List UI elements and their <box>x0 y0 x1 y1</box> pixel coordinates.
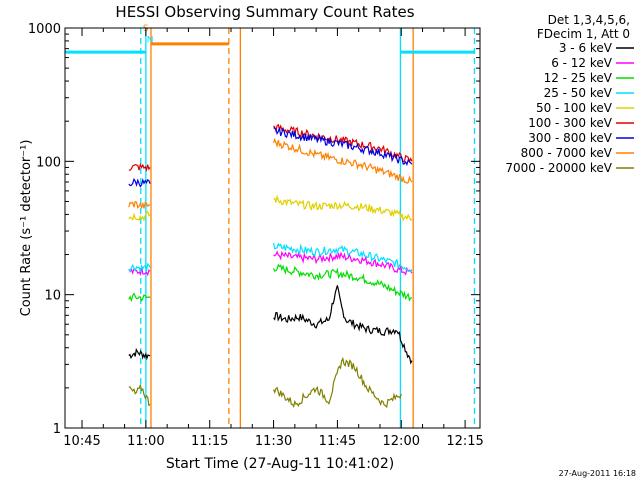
series-line <box>128 200 151 209</box>
legend-label: 3 - 6 keV <box>559 41 613 55</box>
series-line <box>273 127 413 167</box>
series-line <box>273 250 413 276</box>
series-3-6-kev <box>128 285 413 365</box>
series-line <box>273 194 413 222</box>
chart-title: HESSI Observing Summary Count Rates <box>115 3 414 21</box>
series-line <box>273 263 413 302</box>
series-800-7000-kev <box>128 42 413 209</box>
legend-label: 300 - 800 keV <box>528 131 612 145</box>
y-tick-label: 10 <box>44 289 61 304</box>
series-line <box>128 383 151 407</box>
plot-frame <box>64 27 481 429</box>
x-tick-label: 11:00 <box>127 434 164 449</box>
legend-label: 6 - 12 keV <box>551 56 613 70</box>
series-100-300-kev <box>128 123 413 173</box>
series-line <box>273 242 413 273</box>
x-tick-label: 12:00 <box>383 434 420 449</box>
x-tick-label: 10:45 <box>63 434 100 449</box>
series-6-12-kev <box>128 250 413 277</box>
series-line <box>128 292 151 303</box>
legend-label: 800 - 7000 keV <box>521 146 613 160</box>
series-line <box>273 123 413 164</box>
series-25-50-kev <box>65 50 475 273</box>
vertical-markers <box>140 28 476 428</box>
legend-label: 12 - 25 keV <box>544 71 613 85</box>
y-axis-label: Count Rate (s⁻¹ detector⁻¹) <box>19 140 34 317</box>
legend-header: Det 1,3,4,5,6, <box>548 13 630 27</box>
x-tick-label: 11:15 <box>191 434 228 449</box>
series-line <box>273 285 413 365</box>
series-line <box>128 177 151 188</box>
annotation-label: N <box>147 35 154 45</box>
legend-label: 100 - 300 keV <box>528 116 612 130</box>
y-tick-label: 100 <box>36 155 61 170</box>
series-line <box>128 266 151 277</box>
legend-label: 7000 - 20000 keV <box>505 161 612 175</box>
x-axis-label: Start Time (27-Aug-11 10:41:02) <box>166 456 394 472</box>
series-line <box>128 347 151 361</box>
series-12-25-kev <box>128 263 413 303</box>
series-line <box>128 210 151 222</box>
series-300-800-kev <box>128 127 413 188</box>
x-tick-label: 11:30 <box>255 434 292 449</box>
x-tick-label: 11:45 <box>319 434 356 449</box>
series-layer: SN <box>65 24 475 409</box>
series-line <box>128 162 151 173</box>
series-line <box>273 137 413 184</box>
series-50-100-kev <box>128 194 413 222</box>
y-tick-label: 1000 <box>28 22 61 37</box>
x-tick-label: 12:15 <box>446 434 483 449</box>
footer-timestamp: 27-Aug-2011 16:18 <box>559 469 636 478</box>
legend: Det 1,3,4,5,6,FDecim 1, Att 03 - 6 keV6 … <box>505 13 634 175</box>
series-line <box>128 262 151 273</box>
series-7000-20000-kev <box>128 356 402 409</box>
legend-header: FDecim 1, Att 0 <box>537 27 630 41</box>
legend-label: 25 - 50 keV <box>544 86 613 100</box>
series-line <box>273 356 402 409</box>
y-tick-label: 1 <box>53 422 61 437</box>
axes-layer: 10:45 11:00 11:15 11:30 11:45 12:00 12:15 1 10 10… <box>28 22 484 449</box>
legend-label: 50 - 100 keV <box>536 101 613 115</box>
